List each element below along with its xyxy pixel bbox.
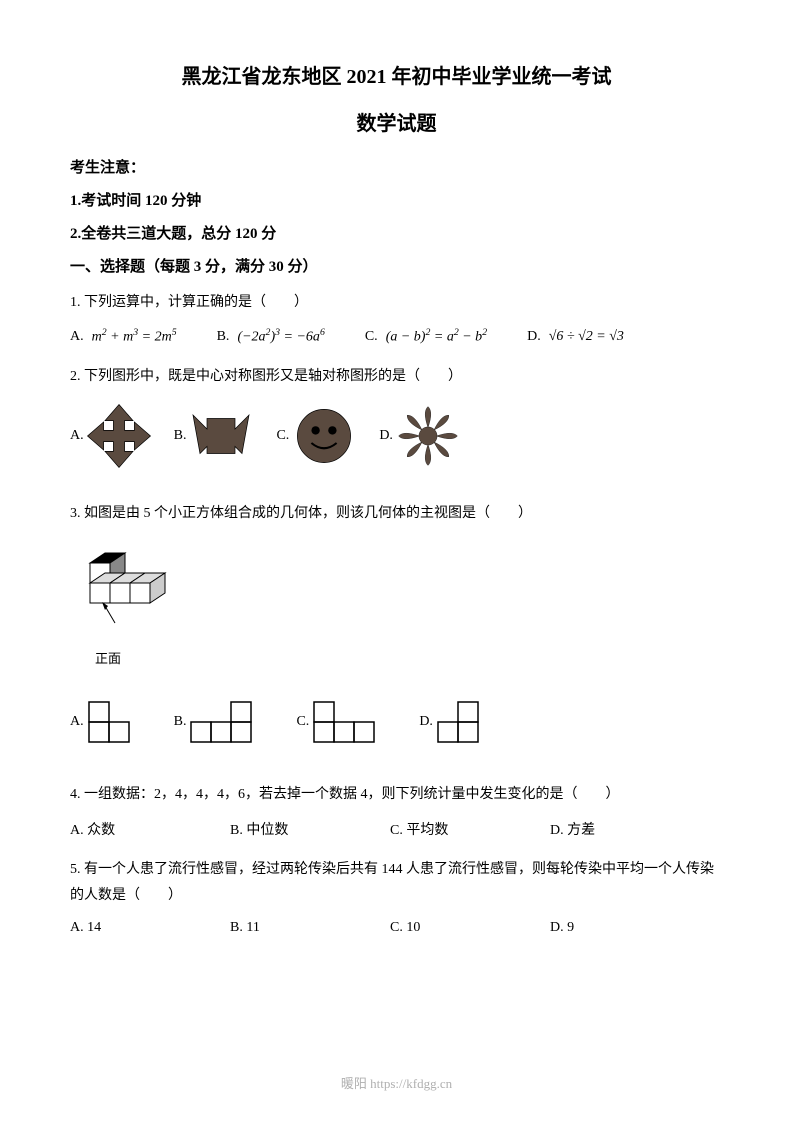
face-shape-icon xyxy=(289,401,359,471)
view-a-icon xyxy=(84,697,139,747)
question-1-text: 1. 下列运算中，计算正确的是（ ） xyxy=(70,290,723,315)
arrow-shape-icon xyxy=(84,401,154,471)
section-1-header: 一、选择题（每题 3 分，满分 30 分） xyxy=(70,255,723,276)
notice-line-1: 1.考试时间 120 分钟 xyxy=(70,189,723,210)
q4-option-b: B. 中位数 xyxy=(230,819,390,839)
q3-option-b: B. xyxy=(174,697,262,747)
question-2-options: A. B. C. D. xyxy=(70,401,723,471)
q2-b-label: B. xyxy=(174,428,187,444)
q2-option-c: C. xyxy=(276,401,359,471)
q1-c-label: C. xyxy=(365,329,378,345)
q3-d-label: D. xyxy=(419,714,433,730)
q1-option-b: B. (−2a2)3 = −6a6 xyxy=(217,327,325,346)
q1-option-d: D. √6 ÷ √2 = √3 xyxy=(527,329,624,345)
q3-c-label: C. xyxy=(296,714,309,730)
notice-header: 考生注意： xyxy=(70,156,723,177)
q3-option-a: A. xyxy=(70,697,139,747)
q2-option-b: B. xyxy=(174,401,257,471)
q4-option-a: A. 众数 xyxy=(70,819,230,839)
q2-a-label: A. xyxy=(70,428,84,444)
q3-cube-figure xyxy=(80,538,723,633)
question-2-text: 2. 下列图形中，既是中心对称图形又是轴对称图形的是（ ） xyxy=(70,364,723,389)
q1-d-label: D. xyxy=(527,329,541,345)
cube-3d-icon xyxy=(80,538,200,628)
q5-option-c: C. 10 xyxy=(390,920,550,936)
q2-option-a: A. xyxy=(70,401,154,471)
question-4-options: A. 众数 B. 中位数 C. 平均数 D. 方差 xyxy=(70,819,723,839)
question-1-options: A. m2 + m3 = 2m5 B. (−2a2)3 = −6a6 C. (a… xyxy=(70,327,723,346)
q3-a-label: A. xyxy=(70,714,84,730)
q2-option-d: D. xyxy=(379,401,463,471)
question-3-text: 3. 如图是由 5 个小正方体组合成的几何体，则该几何体的主视图是（ ） xyxy=(70,501,723,526)
q1-a-label: A. xyxy=(70,329,84,345)
q4-option-c: C. 平均数 xyxy=(390,819,550,839)
view-c-icon xyxy=(309,697,384,747)
exam-title-main: 黑龙江省龙东地区 2021 年初中毕业学业统一考试 xyxy=(70,60,723,89)
q1-option-c: C. (a − b)2 = a2 − b2 xyxy=(365,327,487,346)
question-5-text: 5. 有一个人患了流行性感冒，经过两轮传染后共有 144 人患了流行性感冒，则每… xyxy=(70,857,723,907)
q1-b-math: (−2a2)3 = −6a6 xyxy=(237,327,324,346)
q3-option-c: C. xyxy=(296,697,384,747)
q5-option-a: A. 14 xyxy=(70,920,230,936)
crown-shape-icon xyxy=(186,401,256,471)
question-5-options: A. 14 B. 11 C. 10 D. 9 xyxy=(70,920,723,936)
flower-shape-icon xyxy=(393,401,463,471)
page-footer: 暖阳 https://kfdgg.cn xyxy=(0,1073,793,1092)
q3-option-d: D. xyxy=(419,697,488,747)
q1-d-math: √6 ÷ √2 = √3 xyxy=(549,329,624,345)
question-4-text: 4. 一组数据：2，4，4，4，6，若去掉一个数据 4，则下列统计量中发生变化的… xyxy=(70,782,723,807)
q1-option-a: A. m2 + m3 = 2m5 xyxy=(70,327,177,346)
question-3-options: A. B. C. D. xyxy=(70,697,723,747)
q1-a-math: m2 + m3 = 2m5 xyxy=(92,327,177,346)
q4-option-d: D. 方差 xyxy=(550,819,710,839)
q5-option-b: B. 11 xyxy=(230,920,390,936)
view-d-icon xyxy=(433,697,488,747)
q1-b-label: B. xyxy=(217,329,230,345)
q3-front-label: 正面 xyxy=(95,648,723,667)
view-b-icon xyxy=(186,697,261,747)
q2-c-label: C. xyxy=(276,428,289,444)
notice-line-2: 2.全卷共三道大题，总分 120 分 xyxy=(70,222,723,243)
q2-d-label: D. xyxy=(379,428,393,444)
q3-b-label: B. xyxy=(174,714,187,730)
exam-title-sub: 数学试题 xyxy=(70,107,723,136)
q1-c-math: (a − b)2 = a2 − b2 xyxy=(386,327,487,346)
q5-option-d: D. 9 xyxy=(550,920,710,936)
